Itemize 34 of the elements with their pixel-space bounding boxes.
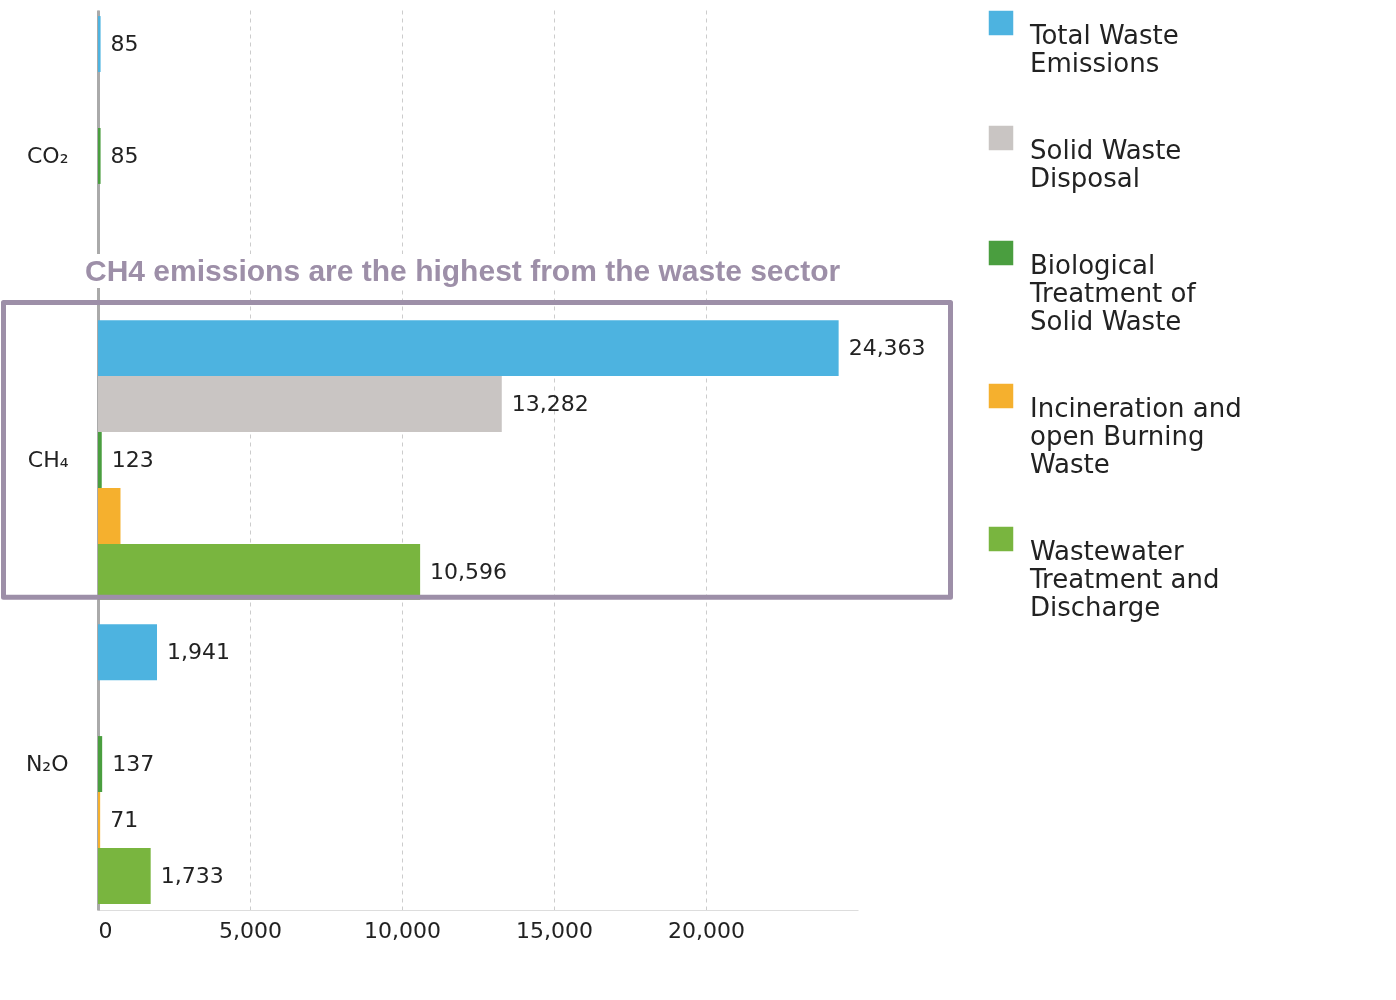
data-label: 10,596	[430, 558, 508, 584]
bar	[98, 376, 502, 433]
data-label: 85	[110, 142, 139, 168]
bar	[98, 736, 103, 793]
bar	[98, 624, 158, 681]
data-label: 24,363	[848, 335, 926, 361]
bar	[98, 320, 839, 377]
bar	[98, 127, 101, 184]
bar	[98, 792, 101, 848]
legend-label: Biological Treatment of Solid Waste	[1029, 250, 1197, 336]
x-tick-label: 10,000	[364, 917, 441, 943]
y-tick-label: N₂O	[25, 751, 69, 777]
bar	[98, 847, 151, 904]
data-label: 1,941	[167, 639, 230, 665]
legend-label: Incineration and open Burning Waste	[1030, 393, 1242, 479]
data-label: 137	[112, 751, 155, 777]
legend-label: Solid Waste Disposal	[1030, 135, 1182, 193]
annotation: CH4 emissions are the highest from the waste sector	[81, 254, 845, 289]
y-tick-label: CH₄	[27, 447, 69, 472]
legend-label: Wastewater Treatment and Discharge	[1029, 536, 1220, 622]
data-label: 123	[111, 447, 154, 472]
x-tick-label: 5,000	[219, 917, 282, 943]
x-tick-label: 20,000	[668, 917, 745, 943]
bar	[98, 432, 102, 488]
x-tick-label: 15,000	[516, 917, 593, 943]
y-tick-label: CO₂	[27, 142, 69, 168]
x-tick-label: 0	[98, 917, 113, 943]
data-label: 13,282	[511, 391, 589, 417]
data-label: 71	[110, 807, 139, 832]
legend-label: Total Waste Emissions	[1029, 20, 1179, 78]
bar	[98, 16, 101, 73]
data-label: 1,733	[160, 862, 224, 888]
bar	[98, 487, 121, 544]
data-label: 85	[110, 31, 139, 57]
